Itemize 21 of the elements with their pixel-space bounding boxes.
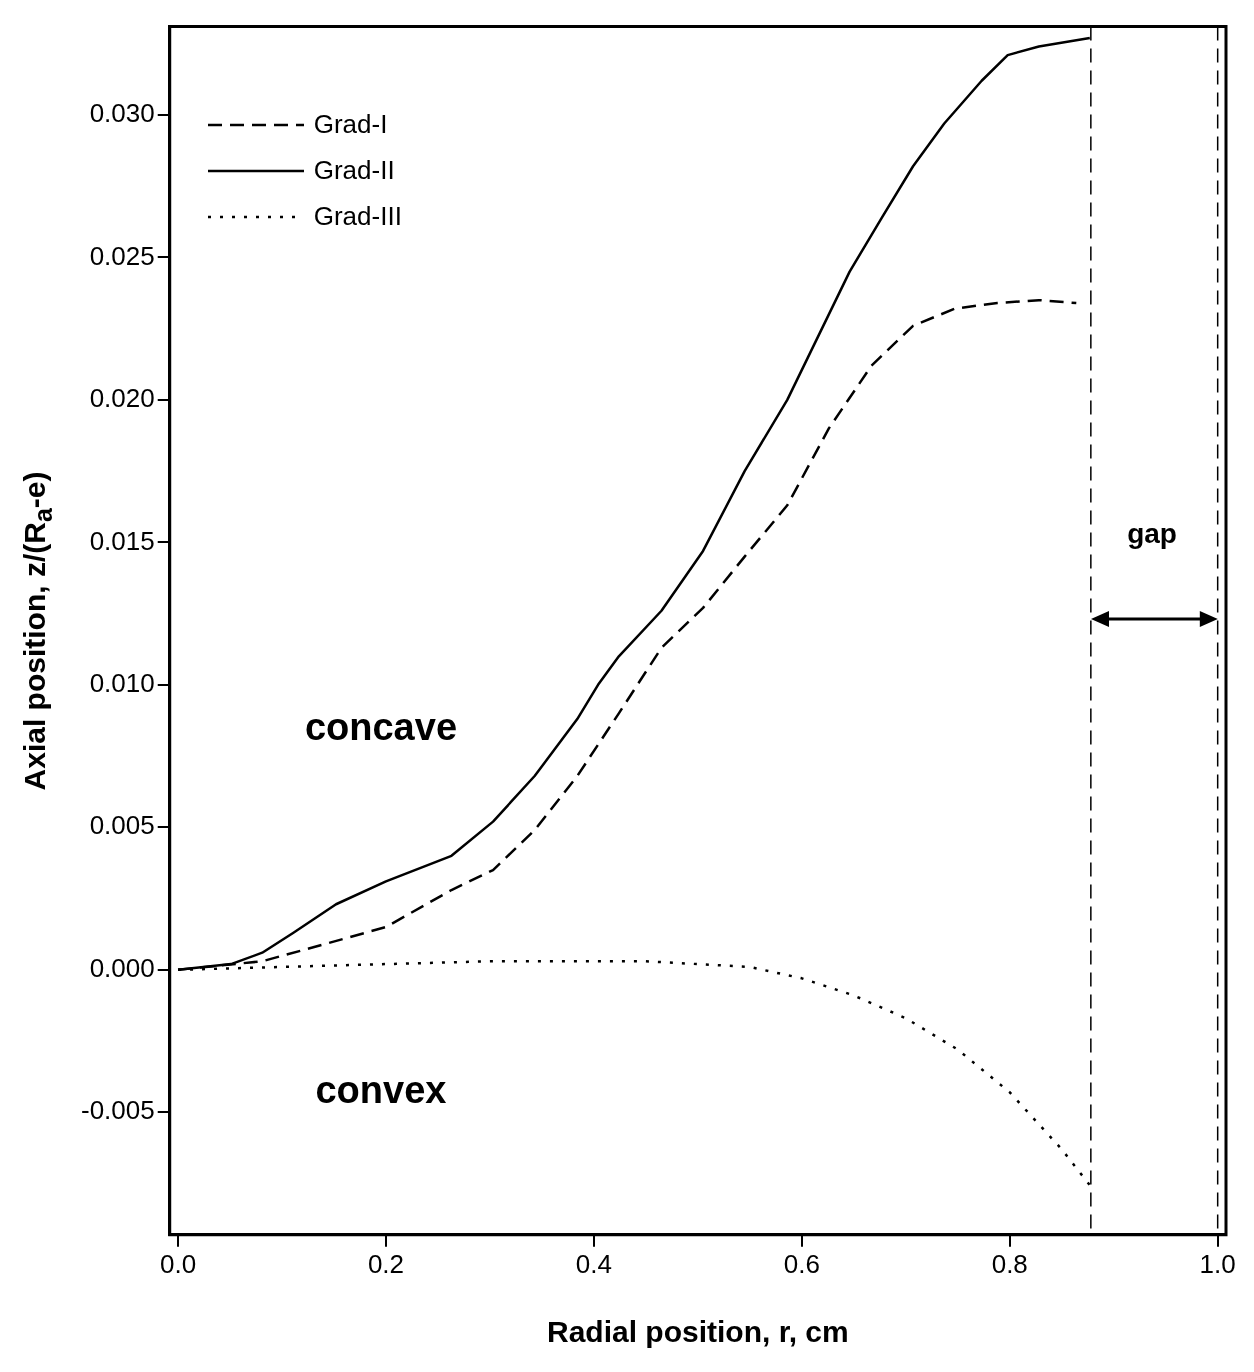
annotation: gap <box>1127 518 1177 551</box>
legend-label: Grad-II <box>313 155 395 187</box>
y-tick-label: 0.020 <box>89 383 155 414</box>
x-tick-label: 0.0 <box>159 1248 197 1279</box>
legend-label: Grad-III <box>313 201 402 233</box>
y-tick-label: 0.005 <box>89 810 155 841</box>
x-tick-label: 1.0 <box>1199 1248 1236 1279</box>
y-tick-label: 0.010 <box>89 668 155 699</box>
x-tick-label: 0.2 <box>367 1248 405 1279</box>
legend-label: Grad-I <box>313 109 388 141</box>
x-axis-title: Radial position, r, cm <box>546 1314 849 1349</box>
y-tick-label: 0.030 <box>89 98 155 129</box>
x-tick-label: 0.6 <box>783 1248 820 1279</box>
y-tick-label: 0.015 <box>89 525 155 556</box>
y-tick-label: -0.005 <box>80 1095 155 1126</box>
x-tick-label: 0.8 <box>991 1248 1028 1279</box>
annotation: convex <box>315 1068 447 1112</box>
y-tick-label: 0.000 <box>89 952 155 983</box>
x-tick-label: 0.4 <box>575 1248 612 1279</box>
y-tick-label: 0.025 <box>89 240 155 271</box>
annotation: concave <box>304 705 458 749</box>
